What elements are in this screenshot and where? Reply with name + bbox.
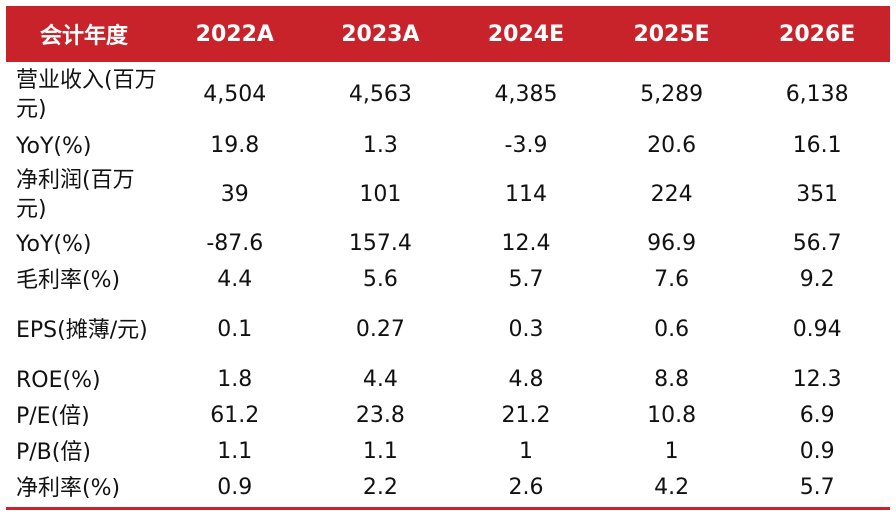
table-cell: 6,138	[785, 82, 849, 107]
table-cell: 6.9	[799, 403, 835, 428]
header-cell-fiscal-year: 会计年度	[39, 24, 128, 49]
table-cell: 9.2	[799, 267, 835, 292]
table-cell: 0.6	[654, 317, 690, 342]
table-cell: 0.9	[162, 470, 308, 510]
table-cell: 0.3	[508, 317, 544, 342]
row-label: YoY(%)	[16, 133, 92, 159]
table-row: 净利润(百万元) 39 101 114 224 351	[6, 164, 890, 226]
table-cell: -87.6	[206, 231, 264, 256]
table-row: EPS(摊薄/元) 0.1 0.27 0.3 0.6 0.94	[6, 298, 890, 362]
table-cell: 0.27	[355, 317, 405, 342]
row-label: YoY(%)	[16, 231, 92, 257]
table-cell: 224	[650, 182, 693, 207]
table-cell: 16.1	[792, 133, 842, 158]
table-cell: 56.7	[792, 231, 842, 256]
table-cell: 0.9	[799, 439, 835, 464]
table-row: YoY(%) -87.6 157.4 12.4 96.9 56.7	[6, 226, 890, 262]
table-cell: 20.6	[647, 133, 697, 158]
table-row: 毛利率(%) 4.4 5.6 5.7 7.6 9.2	[6, 262, 890, 298]
table-row: YoY(%) 19.8 1.3 -3.9 20.6 16.1	[6, 128, 890, 164]
header-cell-2025e: 2025E	[633, 21, 710, 47]
table-row: P/E(倍) 61.2 23.8 21.2 10.8 6.9	[6, 398, 890, 434]
table-cell: 12.4	[501, 231, 551, 256]
table-cell: 39	[220, 182, 249, 207]
table-cell: 4.2	[598, 470, 745, 510]
table-cell: 2.2	[307, 470, 454, 510]
table-cell: 4,563	[348, 82, 412, 107]
table-cell: 61.2	[210, 403, 260, 428]
table-cell: 96.9	[647, 231, 697, 256]
header-cell-2026e: 2026E	[779, 21, 856, 47]
financial-forecast-table: 会计年度 2022A 2023A 2024E 2025E 2026E 营业收入(…	[6, 6, 890, 510]
table-cell: 2.6	[453, 470, 599, 510]
table-cell: 5,289	[640, 82, 704, 107]
row-label: 毛利率(%)	[16, 267, 121, 293]
table-cell: 1.8	[217, 367, 253, 392]
table-cell: 4.8	[508, 367, 544, 392]
header-cell-2024e: 2024E	[487, 21, 565, 47]
row-label: EPS(摊薄/元)	[16, 317, 148, 343]
table-cell: 4,385	[494, 82, 558, 107]
table-cell: 1	[518, 439, 533, 464]
table-cell: 7.6	[654, 267, 690, 292]
table-cell: 12.3	[792, 367, 842, 392]
table-cell: 5.7	[744, 470, 890, 510]
table-cell: 0.94	[792, 317, 842, 342]
table-cell: 19.8	[210, 133, 260, 158]
table-cell: 4,504	[203, 82, 267, 107]
table-cell: 1.1	[217, 439, 253, 464]
table-cell: 157.4	[348, 231, 412, 256]
table-cell: 114	[504, 182, 547, 207]
table-cell: 101	[359, 182, 402, 207]
row-label: 营业收入(百万元)	[6, 62, 162, 128]
header-cell-2022a: 2022A	[195, 21, 274, 47]
row-label-text: 营业收入(百万元)	[16, 68, 157, 122]
table-cell: 1	[664, 439, 679, 464]
table-cell: 0.1	[217, 317, 253, 342]
table-cell: 4.4	[217, 267, 253, 292]
table-cell: 21.2	[501, 403, 551, 428]
row-label: P/E(倍)	[16, 403, 90, 429]
table-row: P/B(倍) 1.1 1.1 1 1 0.9	[6, 434, 890, 470]
row-label: 净利润(百万元)	[16, 168, 135, 222]
table-cell: 4.4	[362, 367, 398, 392]
header-cell-2023a: 2023A	[341, 21, 420, 47]
row-label: 净利率(%)	[6, 470, 162, 510]
table-cell: 5.7	[508, 267, 544, 292]
row-label: P/B(倍)	[16, 439, 91, 465]
table-cell: 8.8	[654, 367, 690, 392]
table-cell: -3.9	[504, 133, 548, 158]
table-cell: 351	[796, 182, 839, 207]
table-cell: 1.3	[362, 133, 398, 158]
table-row: 营业收入(百万元) 4,504 4,563 4,385 5,289 6,138	[6, 62, 890, 128]
table-row: 净利率(%) 0.9 2.2 2.6 4.2 5.7	[6, 470, 890, 510]
table-cell: 23.8	[355, 403, 405, 428]
table-header-row: 会计年度 2022A 2023A 2024E 2025E 2026E	[6, 6, 890, 62]
table-cell: 5.6	[362, 267, 398, 292]
table-row: ROE(%) 1.8 4.4 4.8 8.8 12.3	[6, 362, 890, 398]
table-cell: 1.1	[362, 439, 398, 464]
table-cell: 10.8	[647, 403, 697, 428]
row-label: ROE(%)	[16, 367, 101, 393]
